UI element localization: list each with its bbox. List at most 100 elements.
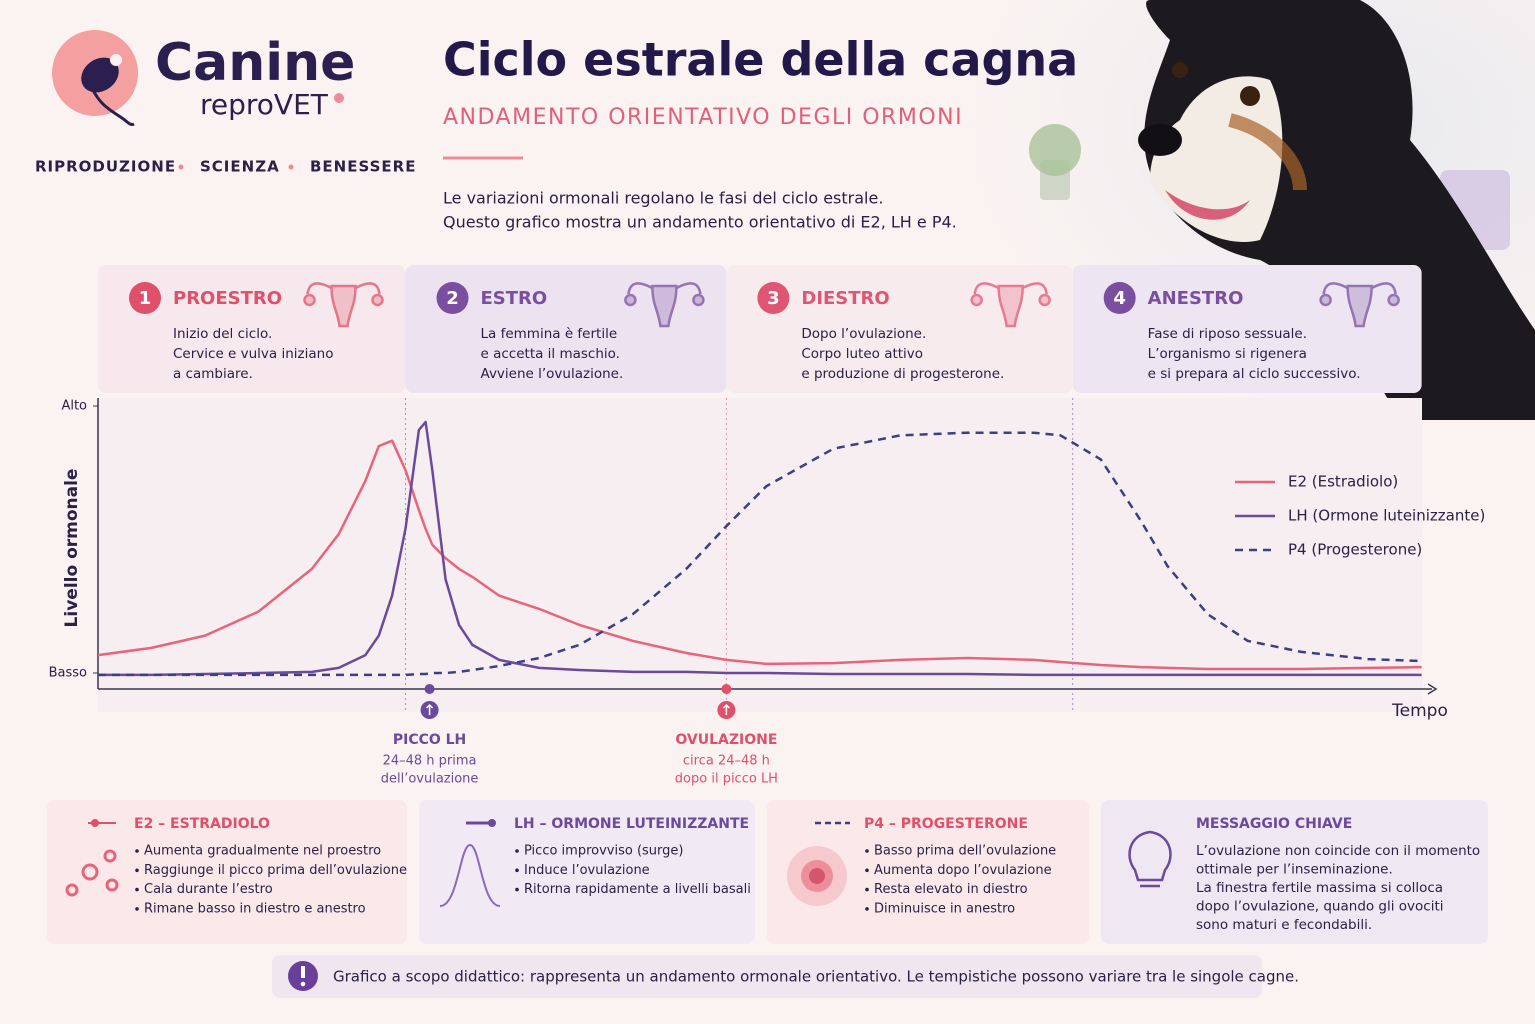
dog-illustration	[960, 0, 1535, 420]
card-item: Aumenta dopo l’ovulazione	[874, 863, 1052, 878]
y-tick-label: Alto	[61, 399, 87, 414]
card-item: Cala durante l’estro	[144, 882, 273, 897]
uterus-icon	[303, 282, 384, 328]
bullet	[865, 907, 869, 911]
event-label: PICCO LH	[393, 732, 466, 748]
ovary	[1319, 293, 1332, 307]
series-line	[98, 420, 1422, 677]
subtitle: ANDAMENTO ORIENTATIVO DEGLI ORMONI	[443, 105, 963, 130]
brand-sub: reproVET	[200, 88, 329, 121]
phase-text: Avviene l’ovulazione.	[481, 366, 624, 382]
uterus-tube	[1022, 282, 1048, 295]
event-label: OVULAZIONE	[675, 732, 777, 748]
phase-name: PROESTRO	[173, 288, 282, 309]
bullet	[135, 887, 139, 892]
card-item: Aumenta gradualmente nel proestro	[144, 844, 381, 859]
phase-number: 4	[1113, 288, 1126, 309]
event-text: 24–48 h prima	[383, 754, 477, 769]
legend-label: P4 (Progesterone)	[1288, 541, 1422, 559]
card-item: Rimane basso in diestro e anestro	[144, 901, 366, 916]
phase-number: 2	[446, 288, 459, 309]
event-marker	[721, 684, 732, 694]
phase-text: e accetta il maschio.	[481, 346, 620, 362]
phase-number-badge	[436, 282, 469, 314]
uterus-icon	[1319, 282, 1400, 328]
uterus-tube	[627, 282, 653, 295]
bullet	[135, 868, 139, 873]
ovary	[371, 293, 384, 307]
uterus-body	[997, 284, 1024, 328]
event-arrow	[722, 703, 730, 715]
phase-text: Corpo luteo attivo	[801, 346, 923, 362]
phase-text: La femmina è fertile	[481, 326, 618, 342]
card-item: Basso prima dell’ovulazione	[874, 844, 1056, 859]
tagline-dot	[288, 164, 294, 170]
y-axis-label: Livello ormonale	[62, 469, 82, 628]
bullet	[135, 907, 139, 911]
card-text: dopo l’ovulazione, quando gli ovociti	[1196, 899, 1444, 915]
card-item: Picco improvviso (surge)	[524, 844, 683, 859]
tagline-item: BENESSERE	[310, 158, 416, 176]
card-text: sono maturi e fecondabili.	[1196, 917, 1372, 933]
phase-text: a cambiare.	[173, 366, 253, 382]
ovary	[624, 293, 637, 307]
y-tick-label: Basso	[49, 665, 87, 680]
brand: Canine	[155, 33, 355, 93]
note-icon-dot	[300, 981, 306, 987]
uterus-tube	[306, 282, 333, 295]
card-item: Raggiunge il picco prima dell’ovulazione	[144, 863, 407, 878]
phase-name: ANESTRO	[1148, 288, 1244, 309]
card-item: Ritorna rapidamente a livelli basali	[524, 882, 751, 897]
phase-number: 1	[139, 288, 152, 309]
phase-text: e si prepara al ciclo successivo.	[1148, 366, 1361, 382]
note: Grafico a scopo didattico: rappresenta u…	[333, 968, 1299, 986]
x-axis-label: Tempo	[1391, 701, 1448, 721]
uterus-tube	[675, 282, 702, 295]
bullet	[865, 868, 869, 873]
phase-text: Dopo l’ovulazione.	[801, 326, 926, 342]
phase-text: Cervice e vulva iniziano	[173, 346, 333, 362]
bullet	[865, 887, 869, 892]
phase-name: ESTRO	[481, 288, 548, 309]
phase-number-badge	[757, 282, 790, 314]
legend-label: LH (Ormone luteinizzante)	[1288, 507, 1485, 525]
uterus-body	[1346, 284, 1373, 328]
phase-text: Fase di riposo sessuale.	[1148, 326, 1307, 342]
logo	[52, 30, 344, 126]
phase-panel	[1072, 265, 1422, 393]
event-arrow	[426, 703, 434, 715]
phase-panel	[98, 265, 406, 393]
event-text: dell’ovulazione	[381, 772, 479, 787]
card-text: La finestra fertile massima si colloca	[1196, 880, 1443, 896]
card-item: Induce l’ovulazione	[524, 863, 650, 878]
series-line	[97, 439, 1422, 671]
uterus-tube	[1322, 282, 1349, 295]
card-text: L’ovulazione non coincide con il momento	[1196, 843, 1480, 859]
uterus-body	[651, 284, 678, 328]
note-icon-mark	[301, 966, 305, 978]
x-axis-arrow	[1427, 683, 1438, 695]
note-box	[272, 955, 1262, 998]
bullet	[515, 868, 519, 873]
card-title: MESSAGGIO CHIAVE	[1196, 816, 1352, 832]
event-text: dopo il picco LH	[675, 772, 778, 787]
bullet	[515, 887, 519, 892]
phase-panel	[405, 265, 727, 393]
intro-line: Questo grafico mostra un andamento orien…	[443, 213, 957, 232]
intro-line: Le variazioni ormonali regolano le fasi …	[443, 189, 883, 208]
phase-text: e produzione di progesterone.	[801, 366, 1004, 382]
bullet	[865, 849, 869, 853]
uterus-icon	[624, 282, 705, 328]
plot-area	[98, 398, 1422, 712]
phase-number-badge	[1103, 282, 1136, 314]
phase-number: 3	[767, 288, 780, 309]
event-marker	[424, 684, 435, 694]
ovary	[1038, 293, 1051, 307]
uterus-tube	[973, 282, 1000, 295]
card-title: P4 – PROGESTERONE	[864, 816, 1028, 832]
card-item: Resta elevato in diestro	[874, 882, 1028, 897]
card-title: LH – ORMONE LUTEINIZZANTE	[514, 816, 749, 832]
phase-panel	[726, 265, 1073, 393]
tagline-item: RIPRODUZIONE	[35, 158, 176, 176]
